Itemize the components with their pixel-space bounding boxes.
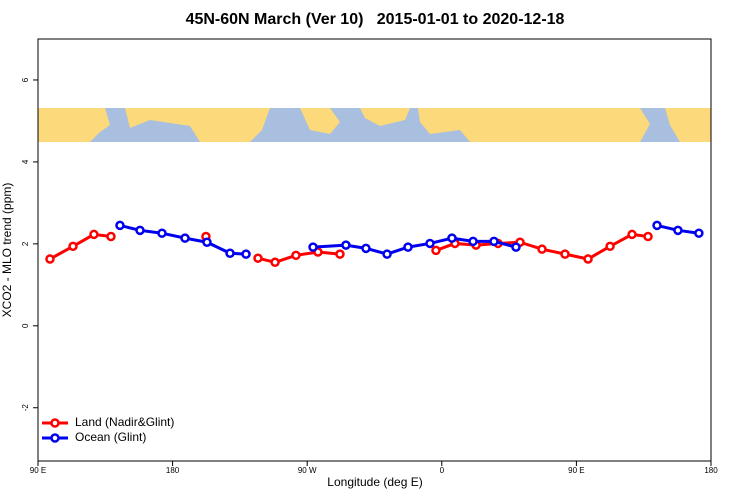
y-tick-label: 6 bbox=[21, 77, 30, 82]
legend-marker bbox=[50, 433, 60, 443]
point bbox=[447, 233, 457, 243]
map-land bbox=[38, 108, 711, 142]
x-tick-label: 90 E bbox=[30, 466, 46, 475]
point bbox=[583, 254, 593, 264]
point bbox=[403, 242, 413, 252]
point bbox=[180, 233, 190, 243]
point bbox=[361, 243, 371, 254]
point bbox=[202, 237, 212, 247]
x-tick-label: 180 bbox=[704, 466, 718, 475]
point bbox=[335, 249, 345, 259]
point bbox=[89, 229, 99, 240]
x-axis-label: Longitude (deg E) bbox=[327, 475, 422, 489]
point bbox=[241, 249, 251, 259]
x-tick-label: 180 bbox=[166, 466, 180, 475]
point bbox=[694, 228, 704, 238]
y-tick-label: -2 bbox=[21, 404, 30, 412]
plot-frame bbox=[37, 38, 712, 462]
point bbox=[605, 241, 615, 252]
point bbox=[341, 240, 351, 250]
point bbox=[652, 220, 662, 231]
point bbox=[106, 231, 116, 242]
point bbox=[489, 236, 499, 247]
y-axis-label: XCO2 - MLO trend (ppm) bbox=[0, 183, 14, 318]
point bbox=[253, 253, 263, 263]
point bbox=[68, 241, 78, 252]
point bbox=[270, 257, 280, 268]
point bbox=[425, 238, 435, 249]
legend-label: Ocean (Glint) bbox=[75, 430, 146, 444]
point bbox=[308, 242, 318, 252]
legend-label: Land (Nadir&Glint) bbox=[75, 415, 174, 429]
y-tick-label: 0 bbox=[21, 323, 30, 328]
point bbox=[537, 244, 547, 254]
point bbox=[643, 231, 653, 242]
point bbox=[225, 248, 235, 259]
point bbox=[135, 225, 145, 236]
point bbox=[157, 228, 167, 238]
legend-marker bbox=[50, 418, 60, 428]
point bbox=[673, 225, 683, 236]
point bbox=[45, 254, 55, 264]
chart-title: 45N-60N March (Ver 10) 2015-01-01 to 202… bbox=[186, 11, 565, 28]
x-tick-label: 0 bbox=[440, 466, 445, 475]
point bbox=[115, 220, 125, 231]
point bbox=[431, 245, 441, 256]
x-tick-label: 90 W bbox=[298, 466, 317, 475]
point bbox=[468, 236, 478, 247]
y-tick-label: 4 bbox=[21, 159, 30, 164]
y-tick-label: 2 bbox=[21, 241, 30, 246]
x-tick-label: 90 E bbox=[568, 466, 584, 475]
point bbox=[291, 250, 301, 261]
point bbox=[382, 249, 392, 259]
point bbox=[627, 229, 637, 240]
point bbox=[560, 249, 570, 259]
point bbox=[511, 242, 521, 252]
